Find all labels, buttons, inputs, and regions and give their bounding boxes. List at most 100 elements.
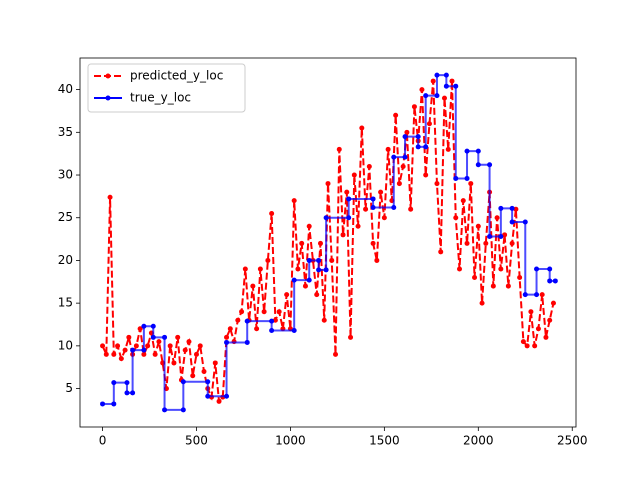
point: [190, 373, 196, 379]
point: [111, 401, 117, 407]
point: [193, 351, 199, 357]
point: [378, 189, 384, 195]
point: [370, 204, 376, 210]
point: [402, 154, 408, 160]
series: [100, 72, 558, 413]
point: [430, 78, 436, 84]
point: [363, 206, 369, 212]
plot-frame: [79, 57, 577, 428]
point: [284, 292, 290, 298]
point: [171, 360, 177, 366]
point: [355, 223, 361, 229]
point: [150, 334, 156, 340]
point: [156, 339, 162, 345]
point: [419, 87, 425, 93]
point: [408, 206, 414, 212]
point: [137, 326, 143, 332]
point: [150, 323, 156, 329]
point: [475, 148, 481, 154]
x-tick-label: 2500: [557, 434, 588, 448]
point: [498, 234, 504, 240]
point: [167, 343, 173, 349]
point: [532, 343, 538, 349]
point: [400, 163, 406, 169]
point: [291, 277, 297, 283]
point: [423, 144, 429, 150]
point: [295, 266, 301, 272]
point: [323, 267, 329, 273]
point: [103, 351, 109, 357]
point: [505, 283, 511, 289]
point: [391, 154, 397, 160]
point: [111, 380, 117, 386]
point: [509, 219, 515, 225]
point: [265, 257, 271, 263]
point: [197, 343, 203, 349]
point: [534, 266, 540, 272]
point: [509, 205, 515, 211]
point: [344, 189, 350, 195]
point: [325, 181, 331, 187]
point: [552, 278, 558, 284]
point: [180, 379, 186, 385]
x-tick-label: 0: [99, 434, 107, 448]
point: [498, 266, 504, 272]
point: [472, 275, 478, 281]
point: [316, 267, 322, 273]
point: [212, 360, 218, 366]
point: [543, 334, 549, 340]
point: [441, 95, 447, 101]
point: [348, 334, 354, 340]
point: [257, 266, 263, 272]
point: [306, 277, 312, 283]
point: [517, 275, 523, 281]
y-tick-label: 30: [58, 168, 73, 182]
point: [124, 380, 130, 386]
point: [524, 343, 530, 349]
point: [479, 300, 485, 306]
point: [423, 172, 429, 178]
point: [145, 343, 151, 349]
point: [434, 72, 440, 78]
point: [329, 257, 335, 263]
point: [393, 112, 399, 118]
point: [522, 292, 528, 298]
point: [321, 317, 327, 323]
y-tick-label: 10: [58, 338, 73, 352]
point: [111, 351, 117, 357]
point: [291, 198, 297, 204]
point: [547, 278, 553, 284]
point: [269, 210, 275, 216]
point: [449, 78, 455, 84]
point: [445, 146, 451, 152]
point: [175, 334, 181, 340]
point: [182, 347, 188, 353]
point: [141, 323, 147, 329]
point: [453, 175, 459, 181]
point: [141, 347, 147, 353]
legend-marker: [105, 73, 111, 79]
point: [434, 181, 440, 187]
point: [180, 407, 186, 413]
point: [224, 334, 230, 340]
point: [351, 172, 357, 178]
point: [534, 292, 540, 298]
point: [535, 326, 541, 332]
y-tick-label: 5: [65, 381, 73, 395]
point: [205, 393, 211, 399]
point: [141, 351, 147, 357]
y-tick-label: 40: [58, 82, 73, 96]
point: [250, 283, 256, 289]
point: [244, 339, 250, 345]
point: [201, 368, 207, 374]
point: [370, 240, 376, 246]
point: [162, 407, 168, 413]
point: [317, 240, 323, 246]
legend-box: [87, 63, 246, 113]
point: [314, 292, 320, 298]
point: [261, 309, 267, 315]
point: [464, 148, 470, 154]
point: [547, 266, 553, 272]
